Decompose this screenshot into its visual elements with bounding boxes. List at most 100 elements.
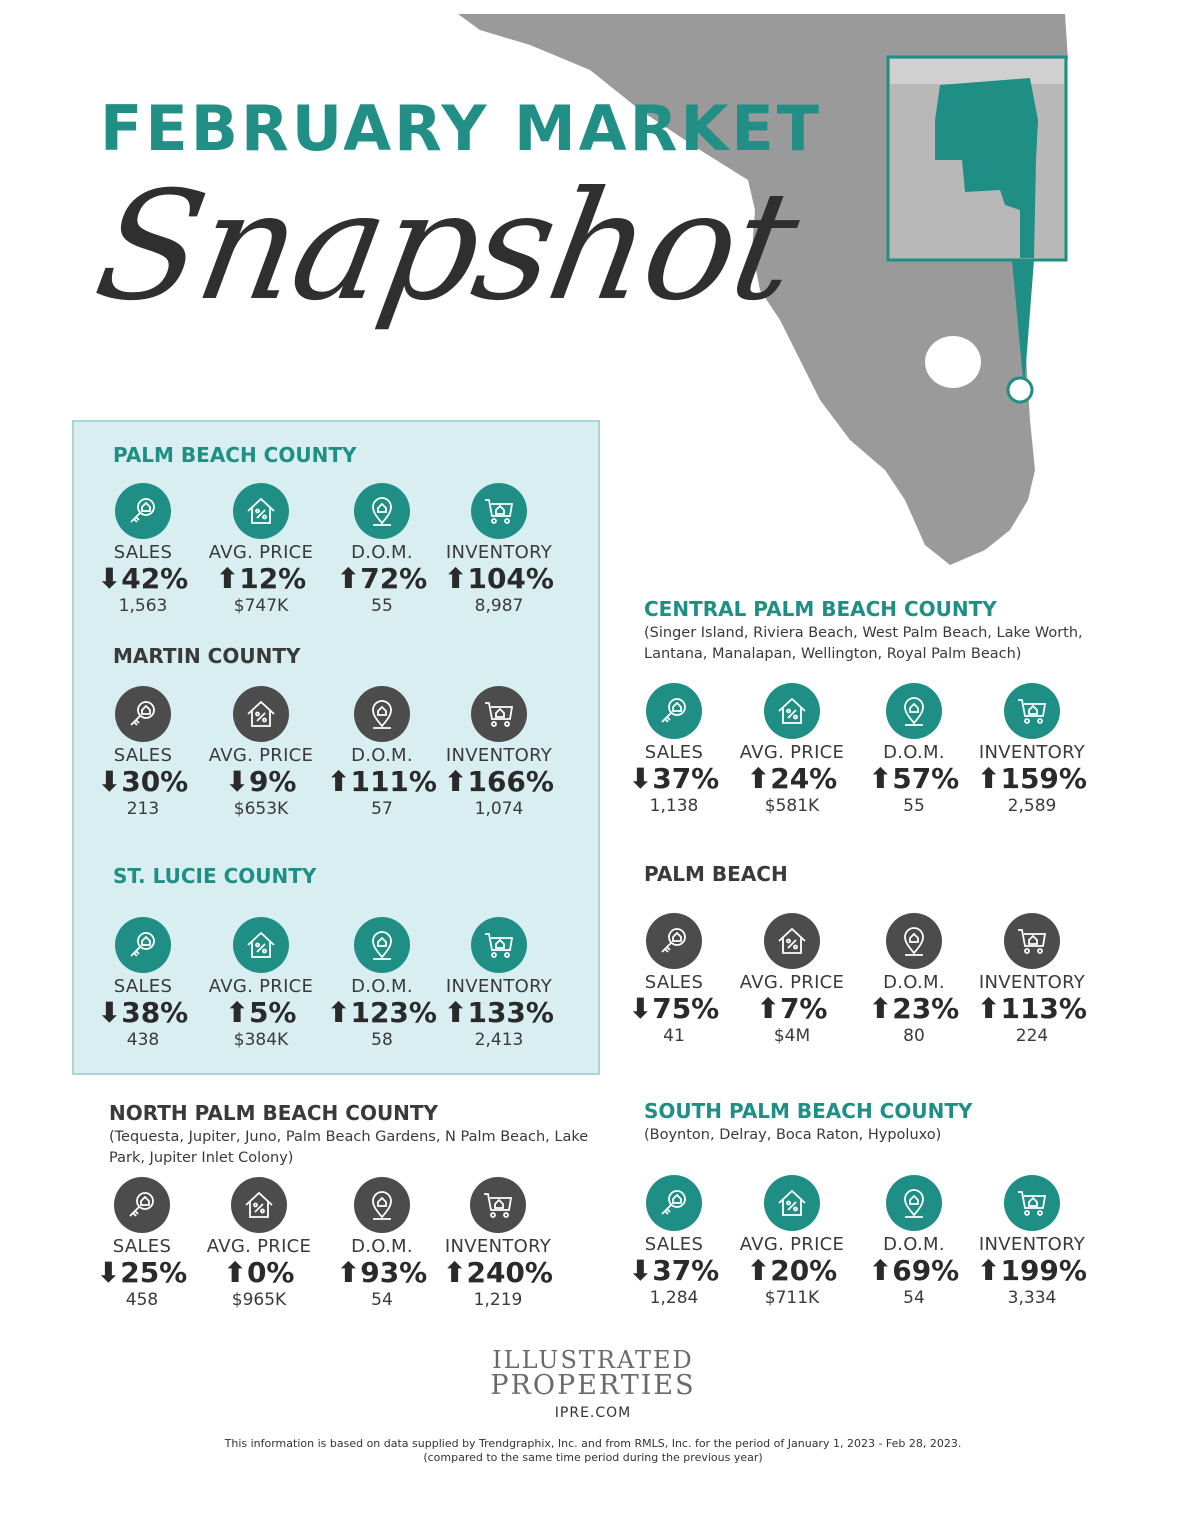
stat-percent: 123%: [350, 996, 437, 1029]
stat-percent: 104%: [467, 562, 554, 595]
stat-dom: D.O.M. ⬆57% 55: [849, 683, 979, 817]
stat-sales: SALES ⬇38% 438: [78, 917, 208, 1051]
stat-percent: 199%: [1000, 1254, 1087, 1287]
stat-label: SALES: [112, 1236, 172, 1257]
stat-percent: 25%: [120, 1256, 188, 1289]
stat-value: 1,219: [473, 1290, 523, 1310]
stat-label: INVENTORY: [444, 1236, 552, 1257]
arrow-up-icon: ⬆: [444, 765, 468, 798]
arrow-up-icon: ⬆: [868, 1254, 893, 1287]
stat-percent: 57%: [892, 762, 960, 795]
stat-percent: 7%: [779, 992, 828, 1025]
inventory-icon: [471, 483, 527, 539]
stat-change: ⬇30%: [78, 766, 208, 798]
arrow-up-icon: ⬆: [336, 1256, 361, 1289]
arrow-up-icon: ⬆: [223, 1256, 247, 1289]
sales-icon: [115, 917, 171, 973]
stat-sales: SALES ⬇37% 1,284: [609, 1175, 739, 1309]
price-icon: [764, 913, 820, 969]
stat-change: ⬇9%: [196, 766, 326, 798]
region-title: NORTH PALM BEACH COUNTY: [109, 1101, 439, 1125]
stat-label: AVG. PRICE: [208, 542, 314, 563]
arrow-up-icon: ⬆: [868, 762, 893, 795]
stat-percent: 24%: [770, 762, 838, 795]
footer-disclaimer: This information is based on data suppli…: [224, 1437, 962, 1450]
stat-price: AVG. PRICE ⬆24% $581K: [727, 683, 857, 817]
stat-percent: 133%: [467, 996, 554, 1029]
stat-change: ⬆24%: [727, 763, 857, 795]
stat-percent: 159%: [1000, 762, 1087, 795]
sales-icon: [646, 913, 702, 969]
stat-change: ⬆240%: [433, 1257, 563, 1289]
price-icon: [233, 686, 289, 742]
stat-value: $711K: [764, 1288, 820, 1308]
sales-icon: [114, 1177, 170, 1233]
stat-dom: D.O.M. ⬆123% 58: [317, 917, 447, 1051]
stat-value: 3,334: [1007, 1288, 1057, 1308]
stat-label: INVENTORY: [445, 542, 553, 563]
dom-icon: [354, 1177, 410, 1233]
page-title: FEBRUARY MARKET: [100, 92, 823, 165]
arrow-up-icon: ⬆: [756, 992, 780, 1025]
dom-icon: [886, 1175, 942, 1231]
stat-sales: SALES ⬇75% 41: [609, 913, 739, 1047]
stat-label: D.O.M.: [883, 972, 945, 993]
stat-sales: SALES ⬇37% 1,138: [609, 683, 739, 817]
stat-change: ⬆7%: [727, 993, 857, 1025]
stat-percent: 20%: [770, 1254, 838, 1287]
stat-change: ⬆72%: [317, 563, 447, 595]
stat-change: ⬆166%: [434, 766, 564, 798]
arrow-down-icon: ⬇: [97, 996, 122, 1029]
stat-change: ⬇37%: [609, 763, 739, 795]
stat-label: SALES: [113, 745, 173, 766]
arrow-up-icon: ⬆: [327, 765, 351, 798]
price-icon: [233, 483, 289, 539]
stat-change: ⬆0%: [194, 1257, 324, 1289]
stat-change: ⬇25%: [77, 1257, 207, 1289]
sales-icon: [115, 483, 171, 539]
footer-note: (compared to the same time period during…: [423, 1451, 763, 1464]
stat-label: INVENTORY: [978, 972, 1086, 993]
stat-dom: D.O.M. ⬆69% 54: [849, 1175, 979, 1309]
inventory-icon: [470, 1177, 526, 1233]
stat-label: SALES: [644, 1234, 704, 1255]
arrow-up-icon: ⬆: [444, 996, 468, 1029]
stat-percent: 37%: [652, 1254, 720, 1287]
stat-label: D.O.M.: [351, 1236, 413, 1257]
lake-okeechobee: [925, 336, 981, 388]
stat-inventory: INVENTORY ⬆113% 224: [967, 913, 1097, 1047]
stat-percent: 38%: [121, 996, 189, 1029]
map-inset-top: [890, 59, 1064, 84]
stat-change: ⬆93%: [317, 1257, 447, 1289]
dom-icon: [886, 913, 942, 969]
price-icon: [764, 1175, 820, 1231]
region-subtitle: (Boynton, Delray, Boca Raton, Hypoluxo): [644, 1127, 942, 1143]
arrow-up-icon: ⬆: [443, 1256, 467, 1289]
stat-dom: D.O.M. ⬆111% 57: [317, 686, 447, 820]
stat-percent: 113%: [1000, 992, 1087, 1025]
dom-icon: [354, 483, 410, 539]
stat-percent: 12%: [239, 562, 307, 595]
stat-inventory: INVENTORY ⬆133% 2,413: [434, 917, 564, 1051]
stat-price: AVG. PRICE ⬆0% $965K: [194, 1177, 324, 1311]
stat-dom: D.O.M. ⬆23% 80: [849, 913, 979, 1047]
brand-logo-line1: ILLUSTRATED: [492, 1346, 694, 1374]
arrow-up-icon: ⬆: [977, 762, 1001, 795]
stat-percent: 37%: [652, 762, 720, 795]
florida-map: [458, 14, 1068, 565]
sales-icon: [115, 686, 171, 742]
stat-label: SALES: [113, 542, 173, 563]
stat-dom: D.O.M. ⬆72% 55: [317, 483, 447, 617]
stat-label: INVENTORY: [978, 742, 1086, 763]
price-icon: [231, 1177, 287, 1233]
stat-change: ⬆159%: [967, 763, 1097, 795]
stat-price: AVG. PRICE ⬆7% $4M: [727, 913, 857, 1047]
stat-price: AVG. PRICE ⬆5% $384K: [196, 917, 326, 1051]
stat-label: D.O.M.: [351, 542, 413, 563]
stat-value: 1,563: [118, 596, 168, 616]
stat-value: 54: [371, 1290, 393, 1310]
arrow-down-icon: ⬇: [628, 992, 653, 1025]
stat-label: AVG. PRICE: [208, 745, 314, 766]
stat-price: AVG. PRICE ⬆20% $711K: [727, 1175, 857, 1309]
stat-label: AVG. PRICE: [208, 976, 314, 997]
